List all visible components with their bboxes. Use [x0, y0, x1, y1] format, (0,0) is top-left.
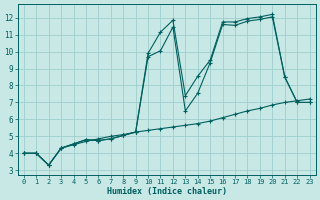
- X-axis label: Humidex (Indice chaleur): Humidex (Indice chaleur): [107, 187, 227, 196]
